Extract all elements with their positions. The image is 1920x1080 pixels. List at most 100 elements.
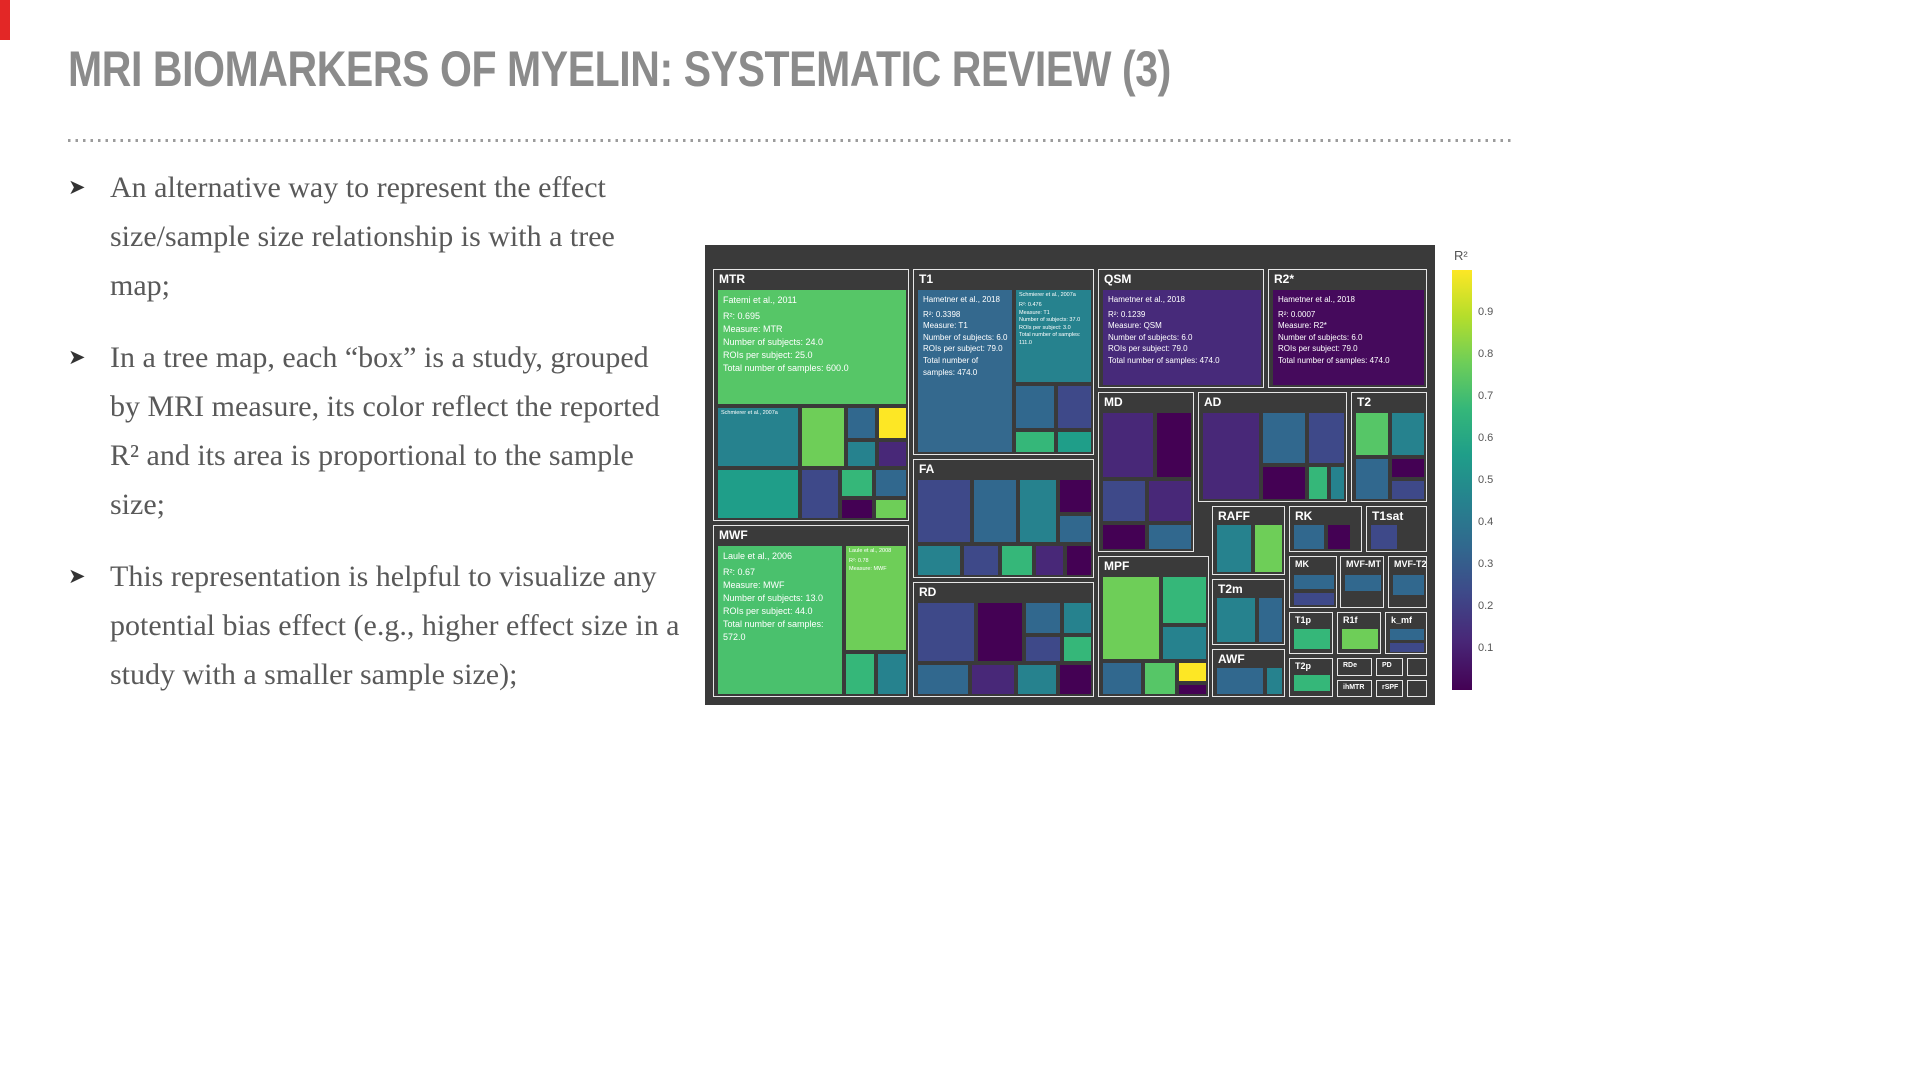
study-box [1392,459,1424,477]
colorbar: R² 0.9 0.8 0.7 0.6 0.5 0.4 0.3 0.2 0.1 [1452,248,1522,690]
study-box [1217,598,1255,642]
study-box [918,603,974,661]
treemap-section-label: MD [1104,395,1123,409]
colorbar-tick: 0.3 [1478,558,1494,570]
treemap-section-t2p: T2p [1289,658,1333,697]
treemap-section-label: T2p [1295,661,1312,671]
study-box [842,500,872,518]
treemap-section-label: rSPF [1382,684,1399,691]
treemap-section-label: QSM [1104,272,1132,286]
study-box [918,546,960,575]
study-box [1026,637,1060,661]
colorbar-tick: 0.7 [1478,390,1494,402]
study-box [1060,480,1091,512]
treemap-section-t2m: T2m [1212,579,1285,645]
treemap-section-rde: RDe [1337,658,1372,676]
study-box [1103,481,1145,521]
bullet-item-3: ➤ This representation is helpful to visu… [68,552,680,699]
study-box [1294,575,1334,589]
study-box [876,500,906,518]
study-box [1294,593,1334,605]
colorbar-gradient [1452,270,1472,690]
study-box [1392,413,1424,455]
study-box [1002,546,1032,575]
study-box [1294,675,1330,691]
study-box [1263,413,1305,463]
treemap-section-mk: MK [1289,556,1337,608]
study-box [1217,668,1263,694]
study-box: Hametner et al., 2018 R²: 0.0007 Measure: … [1273,290,1424,385]
study-box [974,480,1016,542]
study-box [1018,665,1056,694]
treemap-section-t1p: T1p [1289,612,1333,654]
study-box [846,654,874,694]
treemap-section-label: R2* [1274,272,1295,286]
study-box [1060,665,1091,694]
slide-title: MRI BIOMARKERS OF MYELIN: SYSTEMATIC REV… [68,41,1171,97]
treemap-section-label: RK [1295,509,1313,523]
bullet-item-2: ➤ In a tree map, each “box” is a study, … [68,333,680,529]
study-box [1390,643,1424,652]
treemap-section-label: ihMTR [1343,684,1365,691]
study-box: Fatemi et al., 2011 R²: 0.695 Measure: MTR… [718,290,906,404]
colorbar-ticks: 0.9 0.8 0.7 0.6 0.5 0.4 0.3 0.2 0.1 [1478,270,1518,690]
treemap-section-rd: RD [913,582,1094,697]
treemap-section-t1sat: T1sat [1366,506,1427,552]
study-box [1294,525,1324,549]
study-box [802,470,838,518]
study-box [1145,663,1175,694]
treemap-section-mvf-t2: MVF-T2 [1388,556,1427,608]
study-box [1345,575,1381,591]
study-box: Schmierer et al., 2007a [718,408,798,466]
study-box [1371,525,1397,549]
treemap-section-label: k_mf [1391,615,1413,625]
colorbar-tick: 0.6 [1478,432,1494,444]
colorbar-tick: 0.9 [1478,306,1494,318]
study-box [918,665,968,694]
study-box [1294,629,1330,649]
study-box [1179,663,1206,681]
study-box [1328,525,1350,549]
colorbar-tick: 0.2 [1478,600,1494,612]
study-box [1020,480,1056,542]
study-box [1163,577,1206,623]
treemap-section-mvf-mt: MVF-MT [1340,556,1384,608]
treemap-section-label: MWF [719,528,748,542]
treemap-section-blank [1407,680,1427,697]
treemap-section-r1f: R1f [1337,612,1381,654]
colorbar-body: 0.9 0.8 0.7 0.6 0.5 0.4 0.3 0.2 0.1 [1452,270,1493,690]
colorbar-tick: 0.5 [1478,474,1494,486]
study-box [1163,627,1206,659]
study-box [1342,629,1378,649]
study-box [1267,668,1282,694]
bullet-text-2: In a tree map, each “box” is a study, gr… [110,341,660,521]
treemap-section-mpf: MPF [1098,556,1209,697]
study-box [1309,467,1327,499]
study-box [1356,413,1388,455]
treemap-section-ad: AD [1198,392,1347,502]
study-box [1060,516,1091,542]
treemap-section-raff: RAFF [1212,506,1285,575]
colorbar-title: R² [1454,248,1468,263]
bullet-text-1: An alternative way to represent the effe… [110,171,615,302]
treemap-section-label: MPF [1104,559,1130,573]
study-box [918,480,970,542]
study-box [1103,577,1159,659]
bullet-text-3: This representation is helpful to visual… [110,560,680,691]
treemap-section-mtr: MTR Fatemi et al., 2011 R²: 0.695 Measure: … [713,269,909,521]
bullet-arrow-icon: ➤ [68,564,86,588]
study-box: Schmierer et al., 2007a R²: 0.476 Measure:… [1016,290,1091,382]
study-box [978,603,1022,661]
study-box: Laule et al., 2006 R²: 0.67 Measure: MWF Nu… [718,546,842,694]
study-box [1067,546,1091,575]
study-box [1064,603,1091,633]
treemap-section-label: FA [919,462,935,476]
study-box [1157,413,1191,477]
treemap-section-r2-: R2* Hametner et al., 2018 R²: 0.0007 Measur… [1268,269,1427,388]
study-box [1026,603,1060,633]
treemap-section-pd: PD [1376,658,1403,676]
study-box [1149,481,1191,521]
treemap-section-ihmtr: ihMTR [1337,680,1372,697]
treemap-section-label: AWF [1218,652,1245,666]
colorbar-tick: 0.1 [1478,642,1494,654]
